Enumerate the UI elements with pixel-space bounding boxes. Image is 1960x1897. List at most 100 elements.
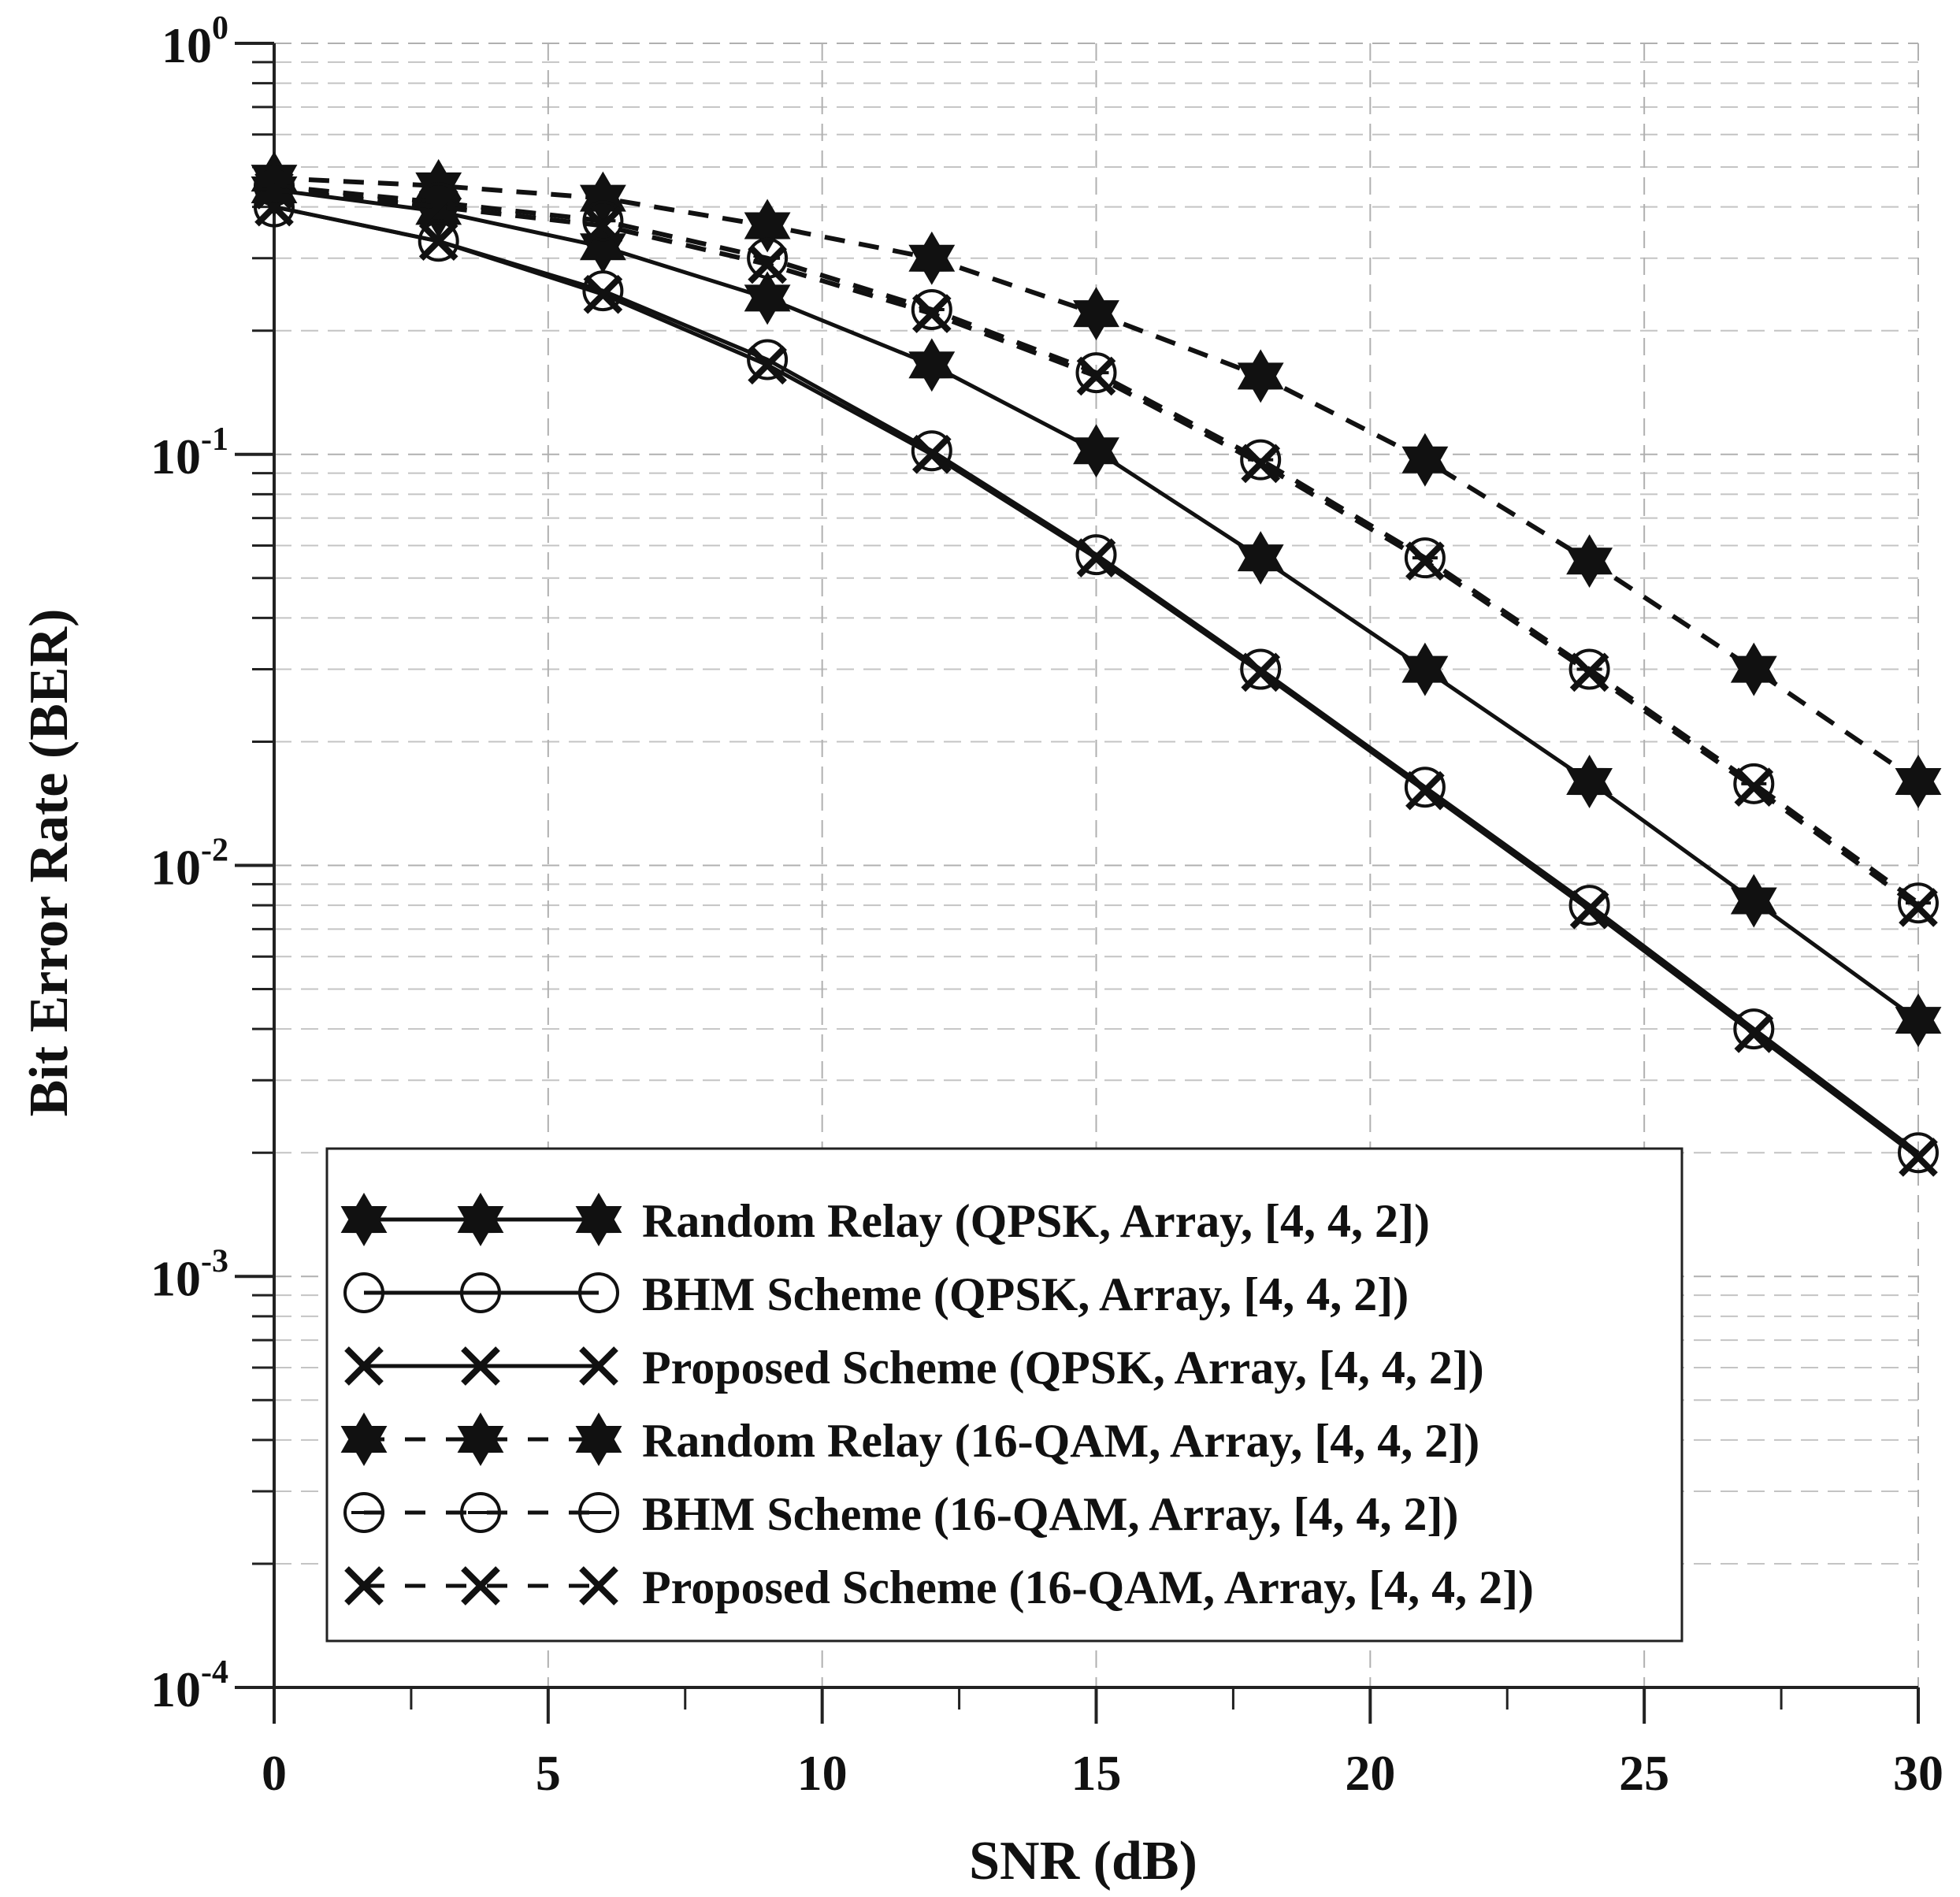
x-tick-label: 20 bbox=[1345, 1745, 1395, 1801]
data-point-x bbox=[1405, 541, 1445, 581]
legend-marker-x bbox=[344, 1346, 384, 1386]
legend-label: Proposed Scheme (QPSK, Array, [4, 4, 2]) bbox=[642, 1342, 1484, 1394]
data-point-x-stroke-b bbox=[583, 206, 623, 246]
data-point-star bbox=[1401, 432, 1449, 487]
data-point-x bbox=[1734, 767, 1774, 807]
legend-label: BHM Scheme (16-QAM, Array, [4, 4, 2]) bbox=[642, 1488, 1458, 1540]
legend-marker-x-stroke-b bbox=[461, 1346, 500, 1386]
data-point-x-stroke-b bbox=[1734, 767, 1774, 807]
data-point-x bbox=[418, 187, 458, 227]
data-point-star bbox=[1895, 755, 1942, 808]
data-point-circle-ring bbox=[1075, 352, 1117, 394]
data-point-circle-ring bbox=[1568, 885, 1610, 926]
legend-entry-2: Proposed Scheme (QPSK, Array, [4, 4, 2]) bbox=[344, 1342, 1484, 1394]
data-point-x bbox=[583, 206, 623, 246]
legend-marker-star bbox=[457, 1413, 504, 1466]
y-tick-label: 100 bbox=[161, 10, 228, 73]
data-point-star bbox=[908, 231, 956, 285]
legend-label: Random Relay (16-QAM, Array, [4, 4, 2]) bbox=[642, 1415, 1479, 1467]
x-axis-title: SNR (dB) bbox=[969, 1831, 1197, 1891]
data-point-star bbox=[1566, 755, 1613, 808]
legend-marker-circle bbox=[460, 1272, 501, 1313]
data-point-x bbox=[1076, 356, 1116, 396]
data-point-circle bbox=[1075, 534, 1117, 576]
data-point-circle-ring bbox=[1404, 537, 1446, 579]
data-point-star bbox=[744, 271, 791, 325]
legend-entry-5: Proposed Scheme (16-QAM, Array, [4, 4, 2… bbox=[344, 1561, 1534, 1613]
legend-entry-3: Random Relay (16-QAM, Array, [4, 4, 2]) bbox=[340, 1413, 1479, 1467]
x-tick-label: 5 bbox=[536, 1745, 561, 1801]
data-point-x-stroke-b bbox=[1076, 538, 1116, 577]
data-point-star bbox=[1073, 287, 1119, 341]
y-tick-label: 10-2 bbox=[150, 833, 228, 896]
data-point-star bbox=[1566, 534, 1613, 588]
data-point-circle-ring bbox=[1898, 882, 1939, 924]
data-point-star bbox=[1895, 993, 1942, 1048]
legend-marker-x bbox=[344, 1566, 384, 1606]
y-tick-label: 10-3 bbox=[150, 1243, 228, 1306]
legend-marker-circle bbox=[343, 1492, 384, 1533]
data-point-star bbox=[1730, 874, 1777, 928]
x-tick-label: 15 bbox=[1071, 1745, 1122, 1801]
data-point-x bbox=[1899, 1138, 1938, 1177]
y-tick-base: 10 bbox=[161, 17, 212, 73]
x-tick-label: 25 bbox=[1619, 1745, 1669, 1801]
legend-marker-x-stroke-b bbox=[579, 1346, 618, 1386]
y-tick-base: 10 bbox=[150, 840, 201, 896]
y-tick-label: 10-1 bbox=[150, 421, 228, 484]
data-point-circle-ring bbox=[254, 165, 295, 206]
data-point-x-stroke-b bbox=[418, 187, 458, 227]
data-point-x bbox=[748, 345, 787, 385]
legend-marker-star bbox=[575, 1413, 622, 1466]
data-point-star bbox=[1073, 424, 1119, 478]
data-point-circle-ring bbox=[1733, 1008, 1775, 1050]
y-tick-exponent: -4 bbox=[201, 1654, 228, 1691]
y-tick-base: 10 bbox=[150, 1661, 201, 1717]
legend-marker-circle bbox=[578, 1272, 619, 1313]
data-point-star bbox=[1237, 349, 1284, 403]
data-point-x-stroke-b bbox=[911, 294, 952, 333]
legend-marker-x bbox=[579, 1566, 618, 1606]
data-point-star bbox=[579, 171, 626, 225]
legend-marker-x-stroke-b bbox=[461, 1566, 500, 1606]
data-point-x-stroke-b bbox=[1076, 356, 1116, 396]
data-point-circle bbox=[1733, 1008, 1775, 1050]
legend-marker-star bbox=[340, 1193, 388, 1246]
data-point-x bbox=[254, 170, 294, 210]
data-point-circle bbox=[1240, 648, 1282, 690]
legend-marker-x bbox=[579, 1346, 618, 1386]
y-tick-label: 10-4 bbox=[150, 1654, 228, 1717]
y-tick-base: 10 bbox=[150, 429, 201, 484]
data-point-circle-ring bbox=[1404, 767, 1446, 808]
data-point-x bbox=[748, 244, 787, 284]
series-5 bbox=[254, 170, 1938, 927]
y-tick-base: 10 bbox=[150, 1250, 201, 1306]
legend: Random Relay (QPSK, Array, [4, 4, 2]) BHM… bbox=[325, 1147, 1683, 1643]
data-point-circle bbox=[911, 430, 952, 472]
legend-marker-star bbox=[340, 1413, 388, 1466]
legend-marker-circle-ring bbox=[578, 1492, 619, 1533]
data-point-circle-ring bbox=[1898, 1132, 1939, 1174]
data-point-x-stroke-b bbox=[583, 274, 623, 314]
data-point-x-stroke-b bbox=[254, 170, 294, 210]
y-axis-title: Bit Error Rate (BER) bbox=[19, 609, 80, 1117]
series-3 bbox=[251, 151, 1942, 808]
x-tick-label: 10 bbox=[797, 1745, 848, 1801]
legend-entry-1: BHM Scheme (QPSK, Array, [4, 4, 2]) bbox=[343, 1268, 1409, 1320]
data-point-x bbox=[1405, 770, 1445, 811]
data-point-star bbox=[908, 338, 956, 392]
y-tick-exponent: -3 bbox=[201, 1243, 228, 1279]
data-point-x-stroke-b bbox=[1241, 652, 1281, 692]
legend-marker-circle bbox=[578, 1492, 619, 1533]
legend-marker-x-stroke-b bbox=[344, 1566, 384, 1606]
legend-marker-circle-ring bbox=[343, 1492, 384, 1533]
data-point-x bbox=[911, 294, 952, 333]
data-point-x bbox=[911, 434, 952, 474]
legend-marker-x-stroke-b bbox=[579, 1566, 618, 1606]
legend-entry-0: Random Relay (QPSK, Array, [4, 4, 2]) bbox=[340, 1193, 1430, 1247]
data-point-x-stroke-b bbox=[1569, 652, 1609, 692]
data-point-star bbox=[1730, 642, 1777, 696]
data-point-x-stroke-b bbox=[748, 244, 787, 284]
data-point-circle-ring bbox=[747, 339, 789, 381]
